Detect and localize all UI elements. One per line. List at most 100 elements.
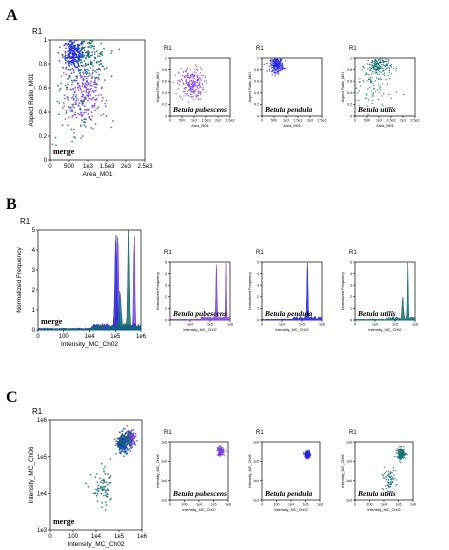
scatter-point (277, 59, 280, 62)
scatter-point (273, 65, 276, 67)
scatter-point (86, 81, 89, 84)
scatter-point (388, 470, 390, 472)
scatter-point (94, 492, 97, 495)
scatter-point (381, 63, 383, 66)
merge-ytick-label: 1 (44, 38, 48, 44)
scatter-point (275, 66, 277, 68)
scatter-point (390, 486, 392, 488)
species-xtick-label: 2.5e3 (318, 119, 327, 123)
scatter-point (381, 70, 384, 72)
scatter-point (79, 62, 82, 64)
scatter-point (376, 89, 378, 91)
scatter-point (222, 449, 225, 451)
scatter-point (73, 53, 76, 56)
scatter-point (380, 66, 382, 68)
scatter-point (127, 449, 129, 452)
scatter-point (86, 84, 89, 87)
scatter-point (374, 72, 376, 74)
species-xtick-label: 1e6 (317, 503, 323, 507)
scatter-point (196, 68, 198, 71)
merge-xtick-label: 0 (36, 334, 40, 340)
scatter-point (54, 136, 57, 139)
species-xtick-label: 0 (169, 323, 171, 327)
scatter-point (74, 111, 77, 114)
scatter-point (276, 63, 278, 65)
scatter-point (191, 84, 193, 87)
scatter-point (374, 90, 377, 93)
scatter-point (388, 493, 390, 495)
scatter-point (392, 478, 395, 480)
scatter-point (100, 481, 102, 483)
scatter-point (75, 99, 78, 102)
merge-label: merge (53, 147, 75, 156)
scatter-point (277, 71, 280, 73)
merge-ytick-label: 1e4 (37, 491, 48, 497)
scatter-point (370, 73, 373, 75)
scatter-point (396, 452, 398, 455)
merge-plot-frame (37, 229, 142, 331)
scatter-point (387, 474, 389, 476)
scatter-point (356, 92, 359, 94)
scatter-point (88, 42, 91, 45)
scatter-point (100, 63, 103, 65)
scatter-point (379, 89, 382, 91)
scatter-point (121, 430, 124, 433)
scatter-point (388, 71, 391, 73)
scatter-point (109, 475, 112, 477)
panel-letter: B (6, 196, 17, 213)
scatter-point (177, 79, 179, 82)
scatter-point (81, 42, 84, 45)
scatter-point (379, 60, 382, 62)
species-ytick-label: 2 (350, 295, 352, 299)
scatter-point (93, 45, 96, 48)
scatter-point (396, 450, 398, 452)
scatter-point (382, 64, 384, 66)
scatter-point (391, 481, 394, 484)
scatter-point (84, 118, 86, 121)
scatter-point (101, 479, 103, 482)
scatter-point (225, 450, 227, 452)
scatter-point (199, 86, 201, 89)
scatter-point (383, 68, 385, 70)
species-ytick-label: 0.8 (162, 68, 167, 72)
scatter-point (385, 79, 387, 81)
scatter-point (84, 71, 87, 74)
scatter-point (278, 67, 281, 70)
scatter-point (92, 45, 94, 48)
scatter-point (216, 447, 218, 449)
species-ytick-label: 1e6 (253, 440, 259, 444)
species-ytick-label: 0 (257, 114, 259, 118)
scatter-point (110, 75, 113, 78)
species-y-axis-label: Normalized Frequency (156, 272, 160, 310)
scatter-point (98, 487, 100, 490)
scatter-point (382, 488, 385, 491)
scatter-point (95, 97, 98, 100)
species-plot-pendula: R1 0 500 1e3 1.5e3 2e3 2.5e3 0 0.2 0.4 0.6 0.8 1 Area… (248, 46, 327, 128)
scatter-point (384, 471, 387, 474)
scatter-point (387, 60, 389, 62)
scatter-point (71, 49, 74, 52)
scatter-point (186, 75, 188, 78)
scatter-point (116, 442, 119, 445)
scatter-point (77, 59, 80, 61)
scatter-point (103, 479, 105, 482)
merge-ytick-label: 1e6 (37, 418, 48, 424)
scatter-point (104, 491, 107, 494)
scatter-point (370, 69, 372, 71)
species-ytick-label: 1 (350, 56, 352, 60)
scatter-point (383, 62, 385, 64)
scatter-point (391, 477, 393, 480)
scatter-point (126, 424, 129, 427)
scatter-point (378, 87, 381, 89)
species-ytick-label: 0.8 (347, 68, 352, 72)
scatter-point (275, 68, 277, 71)
scatter-point (91, 51, 93, 54)
species-plot-utilis: R1 0 100 1e4 1e5 1e6 1e3 1e4 1e5 1e6 Intensity_MC_… (341, 430, 416, 512)
species-label: Betula utilis (357, 105, 396, 114)
species-y-axis-label: Intensity_MC_Ch06 (156, 454, 160, 487)
histogram-series (261, 263, 323, 321)
scatter-point (75, 66, 78, 69)
species-ytick-label: 0 (165, 318, 167, 322)
scatter-point (101, 54, 104, 57)
merge-xtick-label: 0 (48, 534, 52, 540)
